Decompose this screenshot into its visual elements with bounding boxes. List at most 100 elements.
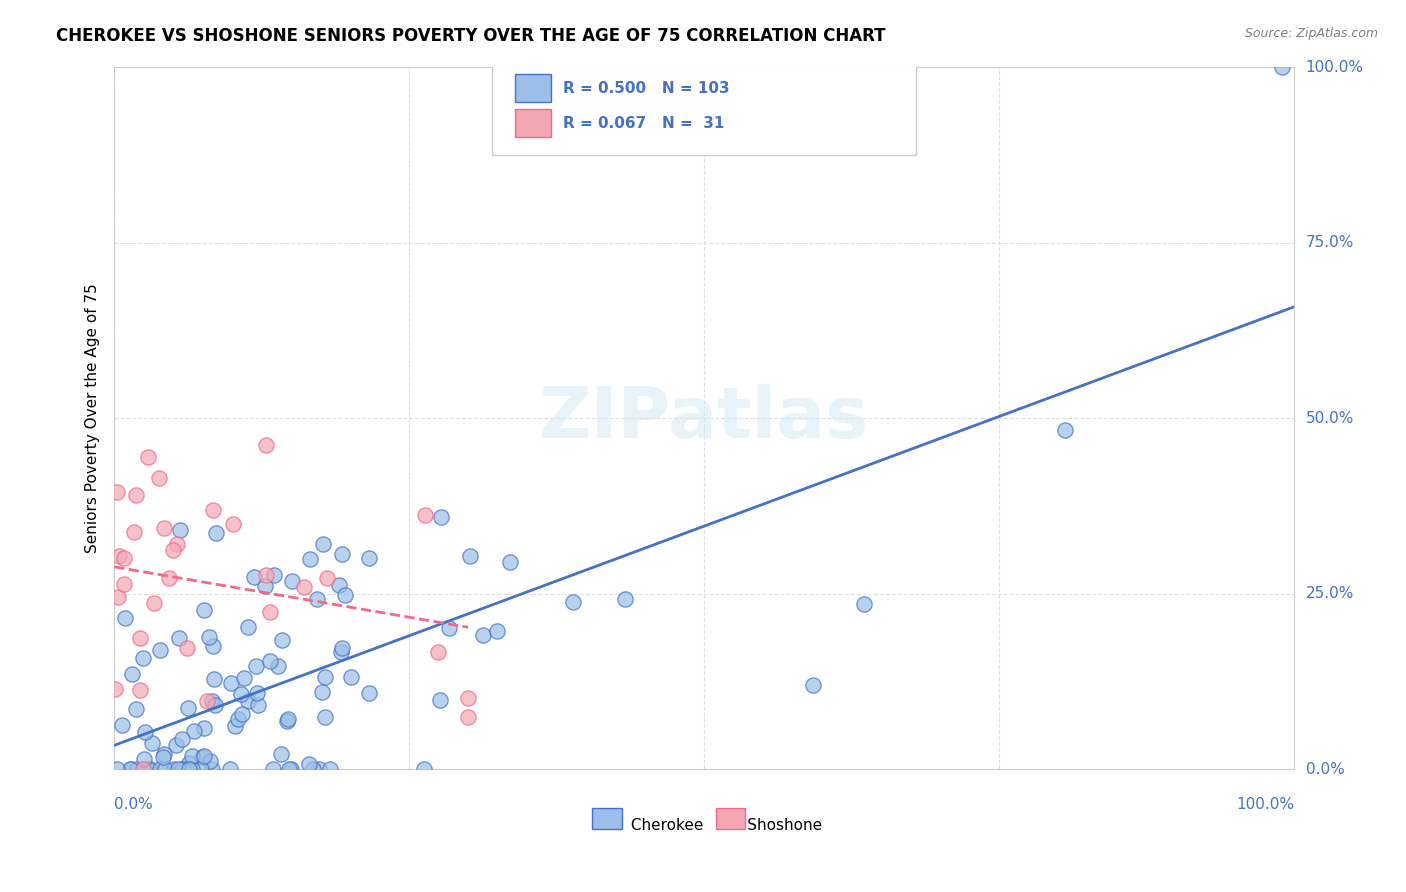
Point — [311, 685, 333, 699]
Point — [201, 762, 224, 776]
Point — [204, 698, 226, 713]
Point — [125, 762, 148, 776]
Point — [219, 676, 242, 690]
Point — [183, 724, 205, 739]
Point — [107, 590, 129, 604]
Point — [267, 659, 290, 673]
Point — [613, 592, 636, 607]
Point — [125, 702, 148, 716]
Point — [439, 621, 461, 635]
Point — [246, 686, 269, 700]
Point — [177, 762, 200, 776]
Point — [314, 670, 336, 684]
Point — [201, 639, 224, 653]
Point — [155, 762, 177, 776]
Text: 100.0%: 100.0% — [1306, 60, 1364, 75]
Point — [330, 547, 353, 561]
Y-axis label: Seniors Poverty Over the Age of 75: Seniors Poverty Over the Age of 75 — [86, 284, 100, 553]
Point — [561, 595, 583, 609]
Point — [280, 762, 302, 776]
Point — [105, 485, 128, 500]
FancyBboxPatch shape — [516, 109, 551, 137]
Text: 75.0%: 75.0% — [1306, 235, 1354, 250]
Point — [458, 549, 481, 563]
Point — [277, 712, 299, 726]
Point — [254, 438, 277, 452]
Point — [163, 762, 186, 776]
Text: 100.0%: 100.0% — [1236, 797, 1294, 813]
Text: R = 0.500   N = 103: R = 0.500 N = 103 — [562, 80, 730, 95]
Point — [330, 641, 353, 656]
Point — [190, 762, 212, 776]
Point — [132, 651, 155, 665]
Point — [177, 756, 200, 770]
Point — [141, 736, 163, 750]
Point — [359, 686, 381, 700]
Point — [149, 762, 172, 776]
Point — [202, 503, 225, 517]
Point — [198, 754, 221, 768]
Point — [486, 624, 509, 639]
Point — [276, 714, 298, 728]
Point — [129, 631, 152, 645]
Point — [191, 749, 214, 764]
Point — [457, 690, 479, 705]
Point — [193, 748, 215, 763]
Point — [471, 627, 494, 641]
Point — [104, 681, 127, 696]
Point — [172, 731, 194, 746]
Point — [340, 670, 363, 684]
Point — [132, 762, 155, 776]
Point — [262, 762, 284, 776]
Point — [202, 672, 225, 686]
Point — [229, 687, 252, 701]
Point — [311, 537, 333, 551]
Point — [224, 719, 246, 733]
Point — [314, 710, 336, 724]
Point — [149, 643, 172, 657]
Point — [177, 701, 200, 715]
Point — [193, 603, 215, 617]
Point — [181, 748, 204, 763]
Point — [193, 722, 215, 736]
Point — [121, 667, 143, 681]
Point — [1053, 423, 1076, 437]
Point — [111, 718, 134, 732]
Point — [170, 762, 193, 776]
Point — [254, 567, 277, 582]
Point — [112, 577, 135, 591]
Point — [122, 524, 145, 539]
Point — [172, 762, 194, 776]
Point — [105, 762, 128, 776]
Point — [148, 471, 170, 485]
Point — [167, 631, 190, 645]
Point — [803, 677, 825, 691]
Point — [134, 725, 156, 739]
Point — [181, 762, 204, 776]
Point — [270, 747, 292, 761]
Point — [107, 549, 129, 563]
Point — [413, 762, 436, 776]
Point — [238, 620, 260, 634]
Point — [232, 671, 254, 685]
FancyBboxPatch shape — [492, 56, 917, 155]
Point — [297, 756, 319, 771]
Point — [238, 694, 260, 708]
Point — [169, 523, 191, 537]
Point — [330, 645, 353, 659]
Point — [195, 694, 218, 708]
Point — [426, 645, 449, 659]
Point — [167, 762, 190, 776]
Point — [226, 713, 249, 727]
Point — [281, 574, 304, 588]
Point — [853, 597, 876, 611]
Point — [429, 693, 451, 707]
Point — [166, 537, 188, 551]
Text: 0.0%: 0.0% — [114, 797, 153, 813]
Point — [259, 654, 281, 668]
Point — [128, 683, 150, 698]
Point — [263, 568, 285, 582]
Point — [253, 579, 276, 593]
Point — [200, 694, 222, 708]
Point — [198, 630, 221, 644]
